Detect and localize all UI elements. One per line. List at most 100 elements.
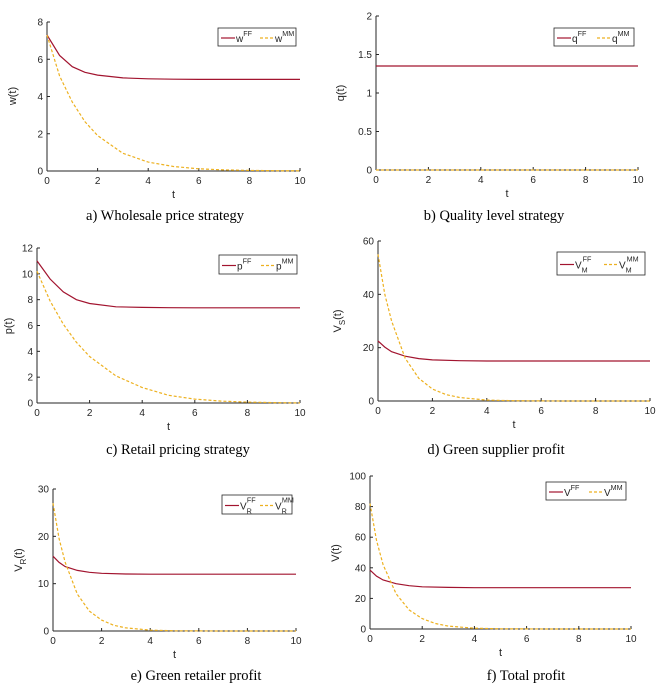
x-tick-label: 4 [147,636,153,647]
x-tick-label: 2 [419,634,425,645]
legend: VMFF VMMM [556,251,646,276]
legend: wFF wMM [217,27,297,47]
y-tick-label: 60 [355,533,367,544]
x-tick-label: 2 [87,408,93,419]
legend-entry-label: VRMM [275,496,294,516]
x-tick-label: 4 [484,406,490,417]
x-tick-label: 8 [247,176,253,187]
legend: pFF pMM [218,254,298,275]
legend-entry-label: VMFF [575,255,592,275]
legend-entry-label: VMMM [619,255,639,275]
x-tick-label: 10 [632,175,644,186]
x-tick-label: 10 [294,176,306,187]
y-axis-label: w(t) [7,87,19,106]
y-tick-label: 0 [368,397,374,408]
legend-entry-label: wFF [235,29,253,45]
y-axis-label: VR(t) [13,548,28,571]
series-line-mm [377,254,650,402]
y-tick-label: 80 [355,502,367,513]
legend: VFF VMM [545,481,627,501]
y-tick-label: 1.5 [358,50,372,61]
series-line-ff [52,555,296,575]
x-tick-label: 10 [625,634,637,645]
y-tick-label: 2 [37,129,43,140]
x-tick-label: 10 [644,406,656,417]
x-tick-label: 10 [290,636,302,647]
y-tick-label: 12 [22,244,34,255]
x-axis-label: t [512,419,515,431]
legend-box [217,27,297,47]
x-axis-label: t [172,189,175,201]
chart-panel-2: 0 2 4 6 8 10 0 0.5 1 1.5 2 t q(t) qFF qMM b) Quality le… [335,12,644,225]
x-tick-label: 0 [373,175,379,186]
x-axis-label: t [173,649,176,661]
y-tick-label: 100 [349,472,366,483]
legend-box [221,494,293,515]
x-tick-label: 8 [245,408,251,419]
x-tick-label: 0 [34,408,40,419]
x-tick-label: 0 [44,176,50,187]
chart-panel-3: 0 2 4 6 8 10 0 2 4 6 8 10 12 t p(t) pFF pMM c) Retail pri… [3,244,306,459]
y-tick-label: 8 [37,18,43,29]
y-tick-label: 0.5 [358,127,372,138]
series-line-ff [369,569,631,589]
x-tick-label: 2 [99,636,105,647]
y-tick-label: 60 [363,237,375,248]
y-tick-label: 4 [37,92,43,103]
x-tick-label: 2 [95,176,101,187]
legend: VRFF VRMM [221,494,294,516]
x-tick-label: 6 [196,636,202,647]
x-tick-label: 8 [245,636,251,647]
y-tick-label: 8 [27,295,33,306]
legend-box [553,27,635,47]
y-tick-label: 2 [27,373,33,384]
x-axis-label: t [505,188,508,200]
series-line-mm [46,34,301,172]
panel-caption: c) Retail pricing strategy [106,442,250,458]
x-tick-label: 6 [192,408,198,419]
panel-caption: b) Quality level strategy [424,208,565,224]
y-axis-label: V(t) [330,544,342,562]
y-tick-label: 40 [355,563,367,574]
y-tick-label: 0 [27,399,33,410]
legend: qFF qMM [553,27,635,47]
legend-entry-label: VMM [604,483,623,499]
chart-panel-1: 0 2 4 6 8 10 0 2 4 6 8 t w(t) wFF wMM a) Wholesale pric… [7,18,306,225]
x-tick-label: 8 [593,406,599,417]
y-tick-label: 20 [355,594,367,605]
legend-entry-label: qMM [612,29,630,45]
y-tick-label: 40 [363,290,375,301]
y-tick-label: 10 [38,579,50,590]
x-tick-label: 4 [139,408,145,419]
x-tick-label: 8 [576,634,582,645]
panel-caption: f) Total profit [487,668,565,684]
legend-box [545,481,627,501]
x-tick-label: 6 [196,176,202,187]
y-tick-label: 0 [366,166,372,177]
legend-box [218,254,298,275]
y-axis-label: p(t) [3,318,15,335]
legend-entry-label: VFF [564,483,580,499]
panel-caption: d) Green supplier profit [427,442,564,458]
panel-caption: a) Wholesale price strategy [86,208,245,224]
x-tick-label: 0 [375,406,381,417]
x-tick-label: 10 [294,408,306,419]
y-tick-label: 4 [27,347,33,358]
x-tick-label: 4 [145,176,151,187]
chart-panel-5: 0 2 4 6 8 10 0 10 20 30 t VR(t) VRFF VRMM e) Green ret… [13,485,302,685]
y-tick-label: 0 [37,167,43,178]
x-tick-label: 6 [530,175,536,186]
y-axis-label: q(t) [335,85,347,102]
legend-entry-label: pMM [276,257,294,273]
panel-caption: e) Green retailer profit [131,668,262,684]
legend-entry-label: VRFF [240,496,256,516]
x-tick-label: 2 [426,175,432,186]
x-axis-label: t [499,647,502,659]
x-tick-label: 4 [478,175,484,186]
y-tick-label: 20 [38,532,50,543]
x-tick-label: 4 [472,634,478,645]
series-line-mm [369,503,631,630]
y-tick-label: 10 [22,269,34,280]
